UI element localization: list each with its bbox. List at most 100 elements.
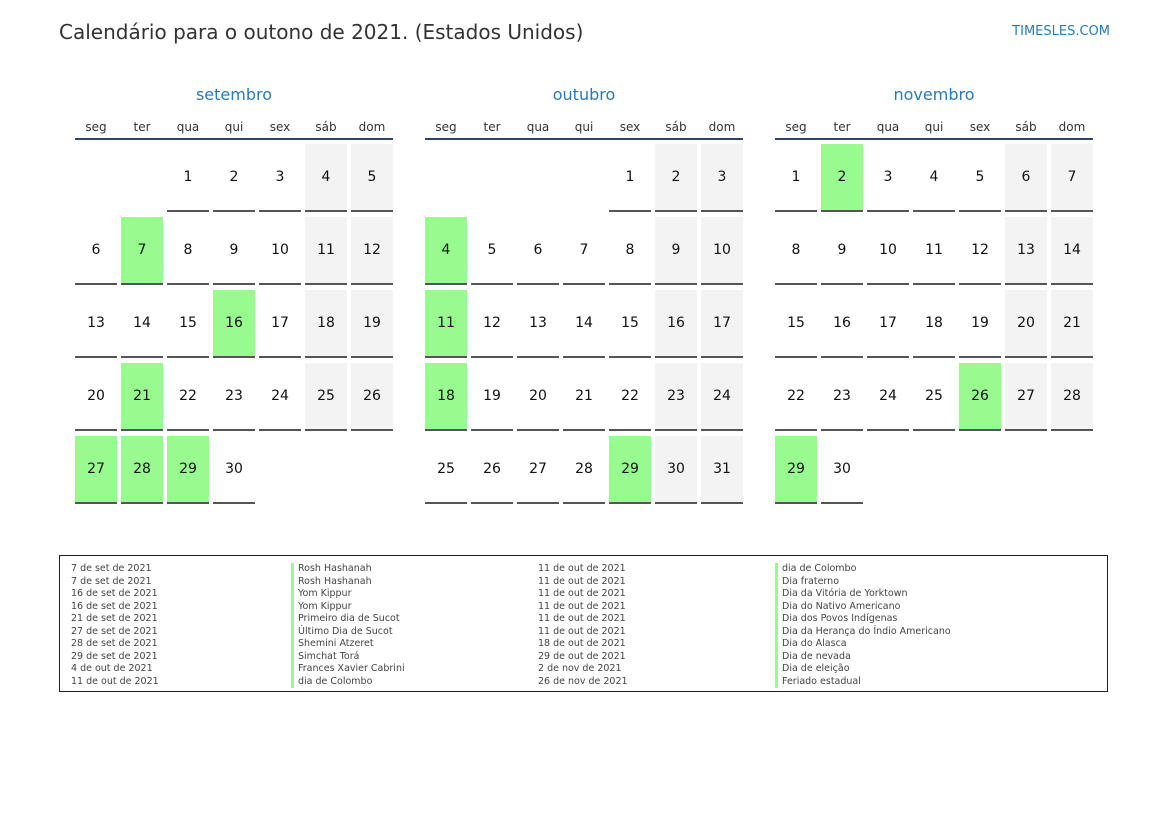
day-cell[interactable]: 20	[1005, 290, 1047, 358]
day-cell[interactable]: 24	[259, 363, 301, 431]
day-cell[interactable]: 29	[167, 436, 209, 504]
week-row: 15 16 17 18 19 20 21	[775, 290, 1093, 358]
day-cell[interactable]: 12	[959, 217, 1001, 285]
day-cell[interactable]: 3	[701, 144, 743, 212]
weekday-label: sex	[269, 120, 291, 134]
day-cell[interactable]: 1	[609, 144, 651, 212]
day-cell[interactable]: 17	[867, 290, 909, 358]
day-cell[interactable]: 24	[701, 363, 743, 431]
day-cell[interactable]: 25	[305, 363, 347, 431]
day-cell[interactable]: 28	[1051, 363, 1093, 431]
day-cell[interactable]: 26	[351, 363, 393, 431]
day-cell[interactable]: 22	[167, 363, 209, 431]
day-cell[interactable]: 7	[1051, 144, 1093, 212]
day-cell[interactable]: 15	[775, 290, 817, 358]
day-cell[interactable]: 19	[959, 290, 1001, 358]
day-cell[interactable]: 2	[821, 144, 863, 212]
day-cell[interactable]: 18	[305, 290, 347, 358]
day-cell[interactable]: 8	[609, 217, 651, 285]
day-cell[interactable]: 30	[821, 436, 863, 504]
day-cell[interactable]: 26	[959, 363, 1001, 431]
day-cell[interactable]: 4	[913, 144, 955, 212]
day-cell[interactable]: 18	[425, 363, 467, 431]
day-cell[interactable]: 4	[305, 144, 347, 212]
day-cell[interactable]: 10	[867, 217, 909, 285]
day-cell[interactable]: 8	[775, 217, 817, 285]
day-cell[interactable]: 16	[213, 290, 255, 358]
day-cell[interactable]: 30	[655, 436, 697, 504]
day-cell[interactable]: 12	[471, 290, 513, 358]
day-cell[interactable]: 30	[213, 436, 255, 504]
holiday-names-col-1: Rosh Hashanah Rosh Hashanah Yom Kippur Yom …	[291, 563, 405, 688]
day-cell[interactable]: 19	[471, 363, 513, 431]
day-cell[interactable]: 25	[425, 436, 467, 504]
day-cell[interactable]: 8	[167, 217, 209, 285]
day-cell[interactable]: 6	[75, 217, 117, 285]
day-cell[interactable]: 13	[1005, 217, 1047, 285]
day-cell[interactable]: 1	[775, 144, 817, 212]
day-cell[interactable]: 5	[959, 144, 1001, 212]
day-cell[interactable]: 29	[609, 436, 651, 504]
day-cell[interactable]: 2	[655, 144, 697, 212]
day-cell[interactable]: 15	[167, 290, 209, 358]
day-cell[interactable]: 10	[259, 217, 301, 285]
day-cell[interactable]: 28	[563, 436, 605, 504]
weekday-label: qui	[224, 120, 244, 134]
day-cell[interactable]: 21	[563, 363, 605, 431]
day-cell[interactable]: 6	[1005, 144, 1047, 212]
day-cell[interactable]: 23	[821, 363, 863, 431]
day-cell[interactable]: 27	[1005, 363, 1047, 431]
day-cell[interactable]: 17	[701, 290, 743, 358]
day-cell[interactable]: 27	[517, 436, 559, 504]
day-cell[interactable]: 9	[821, 217, 863, 285]
day-cell[interactable]: 2	[213, 144, 255, 212]
day-cell[interactable]: 23	[655, 363, 697, 431]
day-cell[interactable]: 27	[75, 436, 117, 504]
day-cell[interactable]: 20	[517, 363, 559, 431]
day-cell[interactable]: 23	[213, 363, 255, 431]
day-cell[interactable]: 3	[867, 144, 909, 212]
day-cell[interactable]: 4	[425, 217, 467, 285]
day-cell[interactable]: 7	[563, 217, 605, 285]
day-cell[interactable]: 19	[351, 290, 393, 358]
day-cell[interactable]: 25	[913, 363, 955, 431]
site-link[interactable]: TIMESLES.COM	[1012, 24, 1110, 39]
day-cell[interactable]: 9	[655, 217, 697, 285]
day-cell[interactable]: 7	[121, 217, 163, 285]
day-cell[interactable]: 22	[609, 363, 651, 431]
month-name: setembro	[195, 85, 273, 104]
day-cell[interactable]: 11	[305, 217, 347, 285]
day-cell[interactable]: 6	[517, 217, 559, 285]
day-cell[interactable]: 5	[351, 144, 393, 212]
day-cell[interactable]: 18	[913, 290, 955, 358]
day-cell[interactable]: 20	[75, 363, 117, 431]
day-cell[interactable]: 16	[821, 290, 863, 358]
day-cell[interactable]: 11	[913, 217, 955, 285]
day-cell[interactable]: 12	[351, 217, 393, 285]
day-cell[interactable]: 11	[425, 290, 467, 358]
day-cell[interactable]: 14	[121, 290, 163, 358]
day-cell[interactable]: 29	[775, 436, 817, 504]
day-cell[interactable]: 21	[1051, 290, 1093, 358]
day-cell[interactable]: 13	[75, 290, 117, 358]
weekday-label: ter	[833, 120, 851, 134]
day-cell[interactable]: 14	[563, 290, 605, 358]
day-cell[interactable]: 28	[121, 436, 163, 504]
day-cell[interactable]: 1	[167, 144, 209, 212]
holiday-name: Dia fraterno	[775, 575, 951, 588]
day-cell[interactable]: 24	[867, 363, 909, 431]
day-cell[interactable]: 3	[259, 144, 301, 212]
day-cell[interactable]: 22	[775, 363, 817, 431]
day-cell[interactable]: 31	[701, 436, 743, 504]
day-cell[interactable]: 10	[701, 217, 743, 285]
day-cell[interactable]: 16	[655, 290, 697, 358]
day-cell[interactable]: 5	[471, 217, 513, 285]
day-cell[interactable]: 21	[121, 363, 163, 431]
day-cell[interactable]: 26	[471, 436, 513, 504]
day-cell[interactable]: 17	[259, 290, 301, 358]
day-cell[interactable]: 14	[1051, 217, 1093, 285]
day-cell[interactable]: 9	[213, 217, 255, 285]
day-cell[interactable]: 15	[609, 290, 651, 358]
day-cell[interactable]: 13	[517, 290, 559, 358]
